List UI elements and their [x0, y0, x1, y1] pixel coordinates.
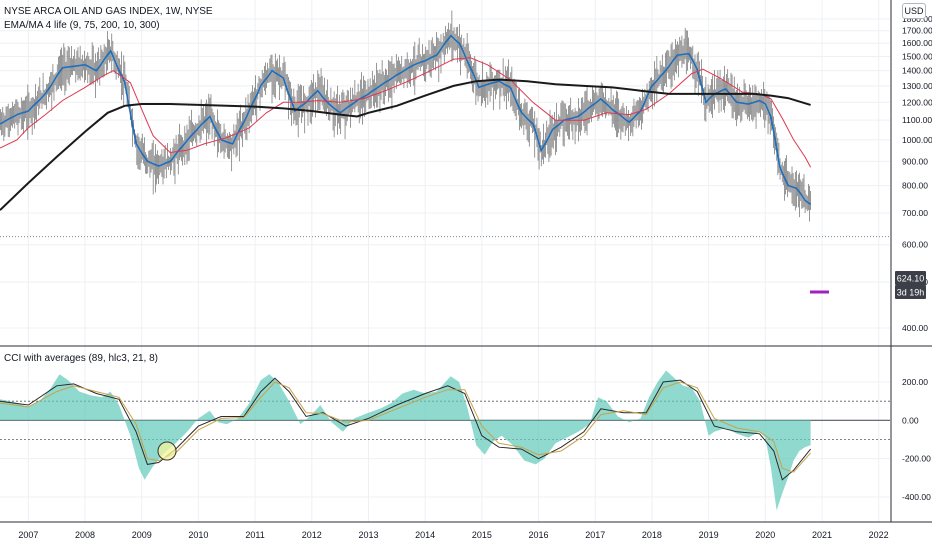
x-tick-label: 2012	[302, 530, 322, 540]
price-y-tick-label: 1400.00	[902, 66, 932, 76]
x-tick-label: 2010	[188, 530, 208, 540]
price-y-tick-label: 1500.00	[902, 51, 932, 61]
x-tick-label: 2017	[585, 530, 605, 540]
cci-average-21-line	[0, 377, 811, 481]
price-y-tick-label: 900.00	[902, 156, 928, 166]
price-y-tick-label: 700.00	[902, 208, 928, 218]
ma-red-line	[0, 57, 812, 168]
price-y-tick-label: 400.00	[902, 323, 928, 333]
x-tick-label: 2018	[642, 530, 662, 540]
price-y-tick-label: 1200.00	[902, 97, 932, 107]
x-tick-label: 2014	[415, 530, 435, 540]
cci-pane	[0, 370, 890, 511]
x-tick-label: 2011	[245, 530, 264, 540]
currency-button[interactable]: USD	[902, 3, 926, 19]
cci-y-tick-label: 0.00	[902, 415, 919, 425]
cci-y-tick-label: -200.00	[902, 454, 931, 464]
x-tick-label: 2007	[18, 530, 38, 540]
x-tick-label: 2009	[132, 530, 152, 540]
countdown-label: 3d 19h	[897, 288, 925, 298]
highlight-circle-drawing[interactable]	[157, 441, 177, 461]
cci-average-8-line	[0, 381, 811, 473]
x-tick-label: 2008	[75, 530, 95, 540]
chart-title: NYSE ARCA OIL AND GAS INDEX, 1W, NYSE	[4, 6, 213, 17]
x-tick-label: 2020	[755, 530, 775, 540]
price-y-tick-label: 1300.00	[902, 81, 932, 91]
ma-long-black-line	[0, 78, 811, 211]
cci-indicator-label[interactable]: CCI with averages (89, hlc3, 21, 8)	[4, 353, 158, 364]
last-price-badge	[895, 271, 926, 285]
price-bars	[0, 10, 811, 222]
price-y-tick-label: 1600.00	[902, 38, 932, 48]
x-tick-label: 2021	[812, 530, 832, 540]
x-tick-label: 2013	[358, 530, 378, 540]
ema-blue-line	[0, 34, 812, 206]
price-y-tick-label: 600.00	[902, 240, 928, 250]
countdown-badge	[895, 285, 926, 299]
price-y-tick-label: 1800.00	[902, 14, 932, 24]
x-tick-label: 2015	[472, 530, 492, 540]
price-y-tick-label: 1700.00	[902, 26, 932, 36]
price-pane	[0, 10, 890, 238]
x-tick-label: 2019	[699, 530, 719, 540]
price-y-tick-label: 800.00	[902, 181, 928, 191]
overlay-indicator-label[interactable]: EMA/MA 4 life (9, 75, 200, 10, 300)	[4, 20, 160, 31]
cci-y-tick-label: 200.00	[902, 377, 928, 387]
x-tick-label: 2016	[529, 530, 549, 540]
x-tick-label: 2022	[869, 530, 889, 540]
cci-area	[0, 370, 811, 511]
last-price-label: 624.10	[897, 274, 925, 284]
cci-y-tick-label: -400.00	[902, 492, 931, 502]
price-y-tick-label: 1000.00	[902, 135, 932, 145]
price-y-tick-label: 1100.00	[902, 115, 932, 125]
